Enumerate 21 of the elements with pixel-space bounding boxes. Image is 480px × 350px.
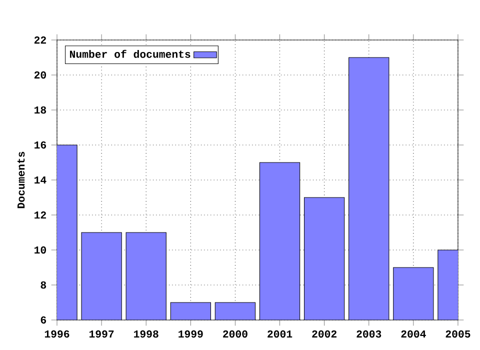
x-tick-label: 2004 — [401, 330, 426, 338]
y-tick-label: 6 — [40, 316, 46, 324]
x-tick-label: 1996 — [44, 330, 70, 338]
y-tick-label: 22 — [34, 36, 46, 44]
x-tick-label: 1999 — [178, 330, 203, 338]
x-tick-label: 2005 — [446, 330, 470, 338]
y-axis-title: Documents — [17, 152, 25, 208]
x-tick-label: 2001 — [268, 330, 292, 338]
y-tick-label: 12 — [34, 211, 46, 219]
x-tick-label: 1998 — [134, 330, 158, 338]
y-tick-label: 20 — [34, 71, 46, 79]
y-tick-label: 8 — [40, 281, 46, 289]
y-tick-label: 18 — [34, 106, 46, 114]
x-tick-label: 1997 — [89, 330, 114, 338]
y-tick-label: 16 — [34, 141, 46, 149]
x-tick-label: 2002 — [312, 330, 336, 338]
y-tick-label: 14 — [34, 176, 46, 184]
y-tick-label: 10 — [34, 246, 46, 254]
x-tick-label: 2000 — [223, 330, 248, 338]
x-tick-label: 2003 — [356, 330, 382, 338]
legend-label: Number of documents — [70, 50, 190, 58]
